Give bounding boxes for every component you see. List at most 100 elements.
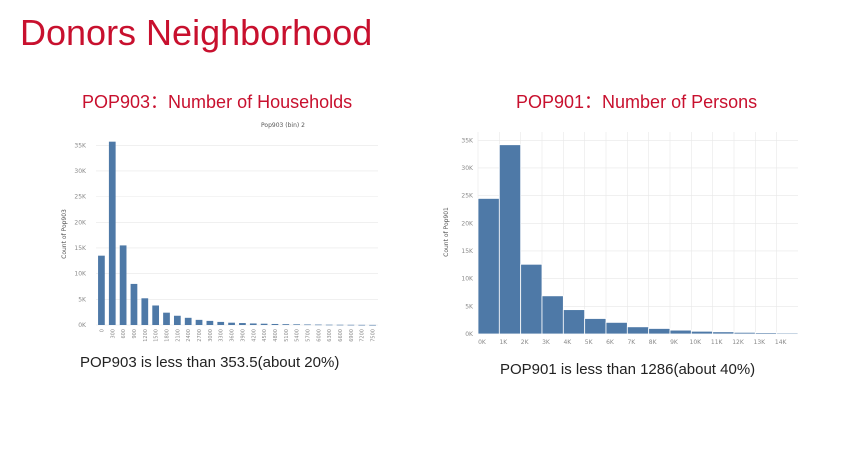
x-tick-label: 5100 — [284, 329, 290, 342]
x-tick-label: 7K — [627, 339, 636, 346]
bar — [605, 321, 628, 335]
bar — [271, 323, 279, 325]
bar — [195, 319, 203, 325]
bar — [217, 321, 225, 325]
bar — [648, 328, 671, 335]
x-tick-label: 1500 — [154, 329, 160, 342]
x-tick-label: 0 — [99, 329, 105, 332]
y-tick-label: 0K — [78, 322, 87, 329]
slide-title: Donors Neighborhood — [20, 12, 373, 53]
x-tick-label: 2400 — [186, 329, 192, 342]
caption-households: POP903 is less than 353.5(about 20%) — [80, 354, 340, 371]
bar — [206, 320, 214, 325]
x-tick-label: 2700 — [197, 329, 203, 342]
x-tick-label: 4800 — [273, 329, 279, 342]
x-tick-label: 1K — [499, 339, 508, 346]
x-tick-label: 13K — [754, 339, 767, 346]
y-tick-label: 20K — [461, 220, 474, 227]
y-axis-label: Count of Pop903 — [61, 209, 68, 259]
x-tick-label: 6K — [606, 339, 615, 346]
bar — [141, 298, 149, 325]
bar — [690, 330, 714, 335]
bar — [98, 255, 105, 325]
bar — [541, 295, 564, 335]
x-tick-label: 11K — [711, 339, 724, 346]
bar — [173, 315, 181, 325]
x-tick-label: 4500 — [262, 329, 268, 342]
bar — [130, 283, 138, 325]
bar — [239, 323, 246, 325]
x-tick-label: 9K — [670, 339, 679, 346]
bar — [733, 331, 756, 335]
persons-histogram: Count of Pop901 0K 5K 10K 15K 20K 25K 30K 35K 0… — [443, 132, 799, 346]
bar — [163, 312, 170, 325]
bar — [669, 329, 692, 335]
households-histogram: Pop903 (bin) 2 Count of Pop903 0K 5K 10K 15… — [61, 122, 378, 342]
y-tick-label: 35K — [74, 142, 87, 149]
x-tick-label: 3000 — [208, 329, 214, 342]
y-tick-label: 25K — [461, 193, 474, 200]
x-tick-label: 900 — [132, 329, 138, 339]
y-tick-label: 20K — [74, 219, 87, 226]
y-tick-label: 35K — [461, 137, 474, 144]
bar — [314, 324, 322, 326]
bar — [108, 141, 116, 325]
bar — [562, 309, 586, 335]
x-tick-label: 4200 — [251, 329, 257, 342]
x-tick-label: 6600 — [338, 329, 344, 342]
bar — [347, 324, 355, 326]
y-tick-label: 15K — [461, 248, 474, 255]
y-tick-label: 5K — [465, 303, 474, 310]
y-tick-label: 25K — [74, 194, 87, 201]
y-axis-label: Count of Pop901 — [443, 207, 450, 257]
bar — [477, 198, 500, 335]
x-tick-label: 0K — [478, 339, 487, 346]
bar — [584, 318, 607, 335]
bar — [260, 323, 268, 325]
panel-title-persons: POP901：Number of Persons — [516, 92, 758, 112]
x-tick-label: 300 — [110, 329, 116, 339]
y-tick-label: 30K — [461, 165, 474, 172]
x-tick-label: 2K — [521, 339, 530, 346]
bar — [282, 324, 290, 325]
x-tick-label: 10K — [690, 339, 703, 346]
y-tick-label: 10K — [461, 276, 474, 283]
bar — [369, 324, 376, 326]
bar — [184, 317, 192, 325]
x-tick-label: 1200 — [143, 329, 149, 342]
y-tick-label: 10K — [74, 271, 87, 278]
x-tick-label: 5400 — [295, 329, 301, 342]
x-tick-label: 6300 — [327, 329, 333, 342]
x-tick-label: 7200 — [360, 329, 366, 342]
y-tick-label: 0K — [465, 331, 474, 338]
x-tick-label: 7500 — [371, 329, 377, 342]
x-tick-label: 600 — [121, 329, 127, 339]
bar — [336, 324, 344, 326]
x-tick-label: 5K — [585, 339, 594, 346]
y-tick-label: 15K — [74, 245, 87, 252]
bar — [498, 144, 522, 335]
bar — [520, 263, 543, 335]
x-tick-label: 3900 — [240, 329, 246, 342]
x-tick-label: 12K — [732, 339, 745, 346]
x-tick-label: 4K — [563, 339, 572, 346]
x-tick-label: 5700 — [306, 329, 312, 342]
x-tick-label: 3300 — [219, 329, 225, 342]
bar — [228, 322, 235, 325]
bar — [712, 331, 735, 335]
x-tick-label: 14K — [775, 339, 788, 346]
chart-title: Pop903 (bin) 2 — [261, 122, 305, 129]
x-tick-label: 8K — [649, 339, 658, 346]
bar — [358, 324, 366, 326]
x-tick-label: 1800 — [165, 329, 171, 342]
bar — [249, 323, 257, 325]
bar — [152, 305, 160, 325]
bar — [304, 324, 311, 326]
bar — [626, 326, 650, 335]
x-tick-label: 3K — [542, 339, 551, 346]
x-tick-label: 6900 — [349, 329, 355, 342]
bar — [325, 324, 333, 326]
panel-title-households: POP903：Number of Households — [82, 92, 353, 112]
x-tick-label: 6000 — [316, 329, 322, 342]
bar — [754, 332, 778, 335]
